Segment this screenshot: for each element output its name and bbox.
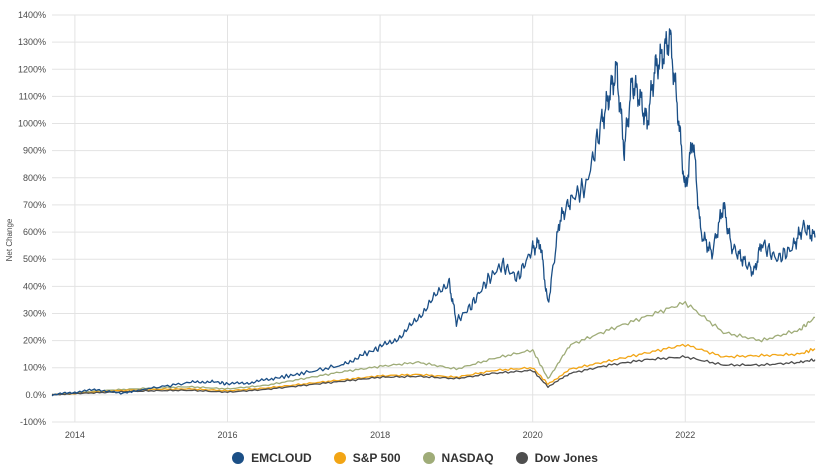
series-line-nasdaq — [51, 300, 816, 396]
y-tick-label: 1000% — [18, 119, 46, 129]
y-tick-label: 400% — [23, 281, 46, 291]
y-tick-label: 100% — [23, 363, 46, 373]
y-tick-label: 800% — [23, 173, 46, 183]
legend-dot-sp500 — [333, 452, 346, 464]
y-tick-label: 300% — [23, 308, 46, 318]
legend-item-sp500[interactable]: S&P 500 — [333, 451, 401, 465]
y-tick-label: 700% — [23, 200, 46, 210]
legend-label-sp500: S&P 500 — [352, 451, 401, 465]
grid — [52, 14, 815, 423]
y-axis-label: Net Change — [5, 218, 14, 261]
legend-item-emcloud[interactable]: EMCLOUD — [232, 451, 312, 465]
y-tick-label: 1300% — [18, 37, 46, 47]
legend-dot-emcloud — [232, 452, 245, 464]
legend-label-emcloud: EMCLOUD — [251, 451, 312, 465]
x-tick-label: 2014 — [65, 430, 85, 440]
x-tick-label: 2020 — [523, 430, 543, 440]
series-line-dow-jones — [51, 355, 816, 396]
y-tick-label: 600% — [23, 227, 46, 237]
y-tick-label: 900% — [23, 146, 46, 156]
y-tick-label: 500% — [23, 254, 46, 264]
y-tick-label: 1200% — [18, 64, 46, 74]
legend-dot-dow-jones — [515, 452, 528, 464]
y-tick-label: -100% — [20, 417, 46, 427]
legend-label-nasdaq: NASDAQ — [441, 451, 494, 465]
series-line-emcloud — [51, 28, 816, 397]
y-tick-label: 1100% — [19, 91, 46, 101]
series-line-s-p-500 — [51, 343, 816, 396]
legend-label-dow-jones: Dow Jones — [534, 451, 598, 465]
line-chart: 1400% 1300% 1200% 1100% 1000% 900% 800% 700% 600… — [5, 10, 816, 440]
x-axis-ticks: 2014 2016 2018 2020 2022 — [65, 430, 695, 440]
y-tick-label: 0.0% — [25, 390, 46, 400]
legend-item-dow-jones[interactable]: Dow Jones — [515, 451, 598, 465]
x-tick-label: 2022 — [675, 430, 695, 440]
y-tick-label: 200% — [23, 336, 46, 346]
x-tick-label: 2016 — [217, 430, 237, 440]
legend-item-nasdaq[interactable]: NASDAQ — [422, 451, 494, 465]
series-lines — [51, 28, 816, 397]
legend: EMCLOUD S&P 500 NASDAQ Dow Jones — [0, 451, 830, 465]
y-tick-label: 1400% — [18, 10, 46, 20]
legend-dot-nasdaq — [422, 452, 435, 464]
y-axis-ticks: 1400% 1300% 1200% 1100% 1000% 900% 800% 700% 600… — [18, 10, 46, 427]
x-tick-label: 2018 — [370, 430, 390, 440]
